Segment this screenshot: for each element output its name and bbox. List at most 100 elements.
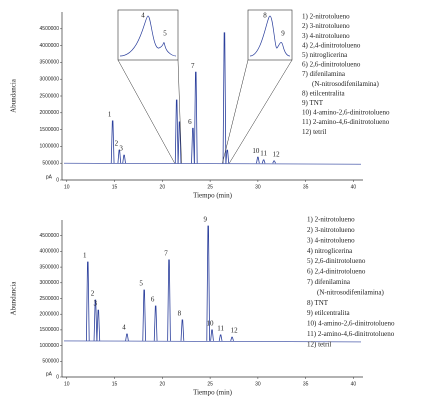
- y-tick-label: 2500000: [40, 93, 60, 99]
- legend-entry: 9) etilcentralita: [307, 309, 350, 317]
- legend-entry: 1) 2-nitrotolueno: [307, 216, 355, 224]
- y-tick-label: 500000: [42, 161, 59, 167]
- y-tick-label: 500000: [42, 359, 59, 365]
- legend-entry: (N-nitrosodifenilamina): [312, 80, 380, 88]
- x-tick-label: 20: [160, 381, 166, 387]
- x-tick-label: 30: [255, 184, 261, 190]
- peak-label: 9: [203, 216, 207, 224]
- y-tick-label: 1500000: [40, 127, 60, 133]
- inset-connector: [117, 59, 175, 164]
- legend-entry: 5) nitroglicerina: [302, 51, 348, 59]
- x-axis-title: Tiempo (min): [193, 389, 232, 397]
- peak: [210, 329, 214, 341]
- legend-entry: 12) tetril: [307, 340, 331, 348]
- peak: [261, 159, 266, 164]
- y-tick-label: 4500000: [40, 26, 60, 32]
- x-tick-label: 20: [160, 184, 166, 190]
- inset-trace: [249, 15, 291, 57]
- peak: [256, 156, 260, 164]
- peak: [177, 121, 182, 164]
- peak-label: 7: [191, 62, 195, 70]
- peak-label: 7: [164, 249, 168, 257]
- x-tick-label: 15: [112, 381, 118, 387]
- peak: [180, 319, 185, 341]
- y-tick-label: 1000000: [40, 343, 60, 349]
- peak-label: 1: [83, 252, 87, 260]
- y-tick-label: 2000000: [40, 110, 60, 116]
- inset-connector: [222, 59, 249, 164]
- y-axis-title: Abundancia: [10, 78, 18, 113]
- peak-label: 4: [122, 324, 126, 332]
- x-tick-label: 10: [64, 184, 70, 190]
- y-tick-label: 0: [56, 177, 59, 183]
- peak: [142, 289, 146, 341]
- peak-label: 3: [94, 300, 98, 308]
- peak: [117, 149, 122, 164]
- legend-entry: 8) TNT: [307, 299, 329, 307]
- peak-label: 2: [115, 140, 119, 148]
- legend-entry: 2) 3-nitrotolueno: [307, 226, 355, 234]
- y-tick-label: 4500000: [40, 233, 60, 239]
- x-tick-label: 15: [112, 184, 118, 190]
- legend-entry: 9) TNT: [302, 99, 324, 107]
- legend-entry: 1) 2-nitrotolueno: [302, 13, 350, 21]
- legend-entry: 4) nitroglicerina: [307, 247, 353, 255]
- peak-label: 11: [217, 325, 224, 333]
- peak: [191, 127, 195, 164]
- peak-label: 3: [119, 145, 123, 153]
- x-tick-label: 10: [64, 381, 70, 387]
- peak-label: 4: [141, 12, 145, 20]
- x-tick-label: 25: [207, 381, 213, 387]
- peak-label: 6: [188, 118, 192, 126]
- y-axis-title: Abundancia: [10, 281, 18, 316]
- x-tick-label: 40: [351, 184, 357, 190]
- legend-entry: 4) 2,4-dinitrotolueno: [302, 41, 361, 49]
- inset-trace: [119, 15, 177, 57]
- peak: [193, 71, 198, 164]
- peak-label: 5: [139, 280, 143, 288]
- y-tick-label: 4000000: [40, 249, 60, 255]
- legend-entry: 6) 2,6-dinitrotolueno: [302, 61, 361, 69]
- peak-label: 2: [91, 290, 95, 298]
- y-tick-label: 3000000: [40, 280, 60, 286]
- legend-entry: 8) etilcentralita: [302, 89, 345, 97]
- legend-entry: 6) 2,4-dinitrotolueno: [307, 268, 366, 276]
- peak-label: 1: [108, 110, 112, 118]
- legend-entry: 11) 2-amino-4,6-dinitrotolueno: [307, 330, 395, 338]
- peak: [86, 261, 90, 341]
- peak: [125, 333, 129, 341]
- y-tick-label: 0: [56, 374, 59, 380]
- y-tick-label: 1000000: [40, 144, 60, 150]
- y-tick-label: 3500000: [40, 264, 60, 270]
- x-tick-label: 25: [207, 184, 213, 190]
- x-tick-label: 40: [351, 381, 357, 387]
- legend-entry: 7) difenilamina: [302, 70, 346, 78]
- peak-label: 8: [178, 309, 182, 317]
- y-tick-label: 1500000: [40, 327, 60, 333]
- y-unit: pA: [46, 371, 53, 377]
- legend-entry: (N-nitrosodifenilamina): [317, 288, 385, 296]
- peak: [93, 299, 98, 341]
- y-tick-label: 4000000: [40, 43, 60, 49]
- peak-label: 12: [273, 150, 281, 158]
- peak-label: 10: [252, 147, 260, 155]
- peak: [218, 334, 223, 341]
- peak: [110, 120, 115, 164]
- x-tick-label: 35: [303, 381, 309, 387]
- legend-entry: 12) tetril: [302, 128, 326, 136]
- inset-connector: [229, 59, 293, 164]
- peak: [167, 259, 171, 341]
- peak: [174, 99, 179, 164]
- y-tick-label: 2000000: [40, 312, 60, 318]
- baseline: [63, 340, 362, 343]
- x-tick-label: 30: [255, 381, 261, 387]
- y-tick-label: 3500000: [40, 60, 60, 66]
- legend-entry: 2) 3-nitrotolueno: [302, 22, 350, 30]
- peak: [230, 336, 234, 342]
- y-unit: pA: [46, 174, 53, 180]
- peak: [225, 149, 230, 164]
- peak-label: 5: [163, 30, 167, 38]
- peak: [153, 305, 158, 341]
